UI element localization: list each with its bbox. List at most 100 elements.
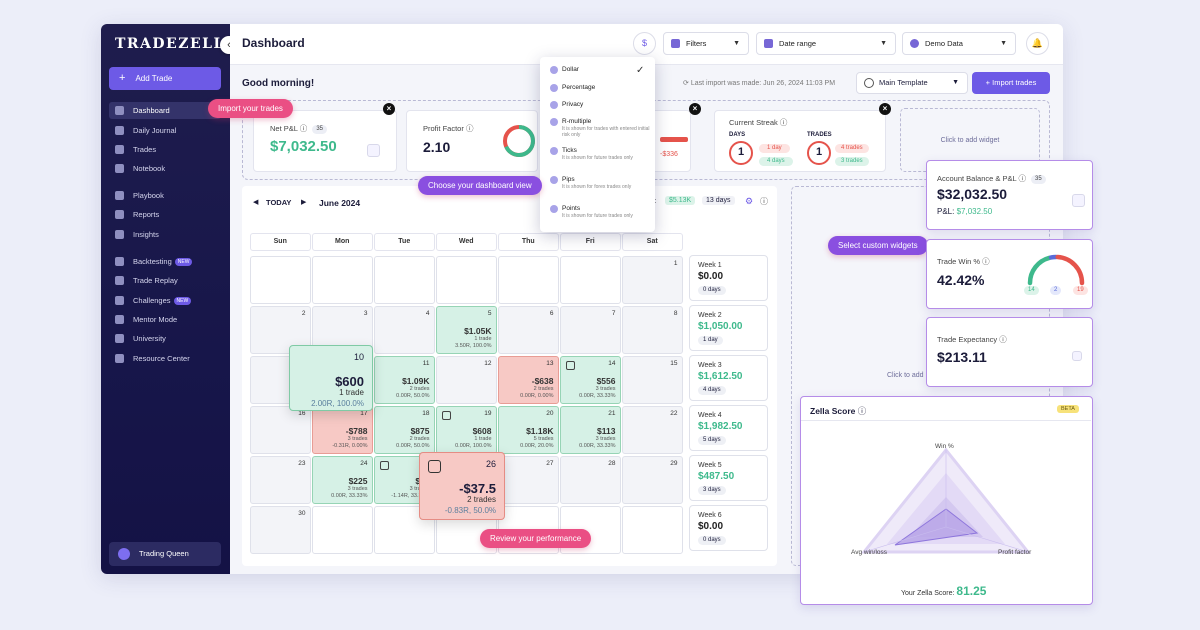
- day-number: 24: [360, 460, 368, 467]
- profit-factor-widget[interactable]: Profit Factor ⓘ 2.10: [406, 110, 538, 172]
- calendar-day[interactable]: 29: [622, 456, 683, 504]
- dropdown-option-pips[interactable]: Pips It is shown for forex trades only: [550, 176, 631, 190]
- calendar-day[interactable]: 5 $1.05K 1 trade 3.50R, 100.0%: [436, 306, 497, 354]
- dropdown-option-r-multiple[interactable]: R-multiple It is shown for trades with en…: [550, 118, 655, 138]
- filters-dropdown[interactable]: Filters ▼: [663, 32, 749, 55]
- calendar-day[interactable]: 11 $1.09K 2 trades 0.00R, 50.0%: [374, 356, 435, 404]
- dropdown-option-privacy[interactable]: Privacy: [550, 101, 583, 109]
- day-ratio: -0.31R, 0.00%: [332, 443, 368, 449]
- calendar-day[interactable]: 21 $113 3 trades 0.00R, 33.33%: [560, 406, 621, 454]
- calendar-day[interactable]: 18 $875 2 trades 0.00R, 50.0%: [374, 406, 435, 454]
- current-streak-widget[interactable]: Current Streak ⓘ DAYS 1 1 day 4 days TRA…: [714, 110, 886, 172]
- week-summary-card[interactable]: Week 3 $1,612.50 4 days: [689, 355, 768, 401]
- option-description: It is shown for future trades only: [562, 213, 633, 219]
- close-icon[interactable]: ×: [879, 103, 891, 115]
- close-icon[interactable]: ×: [383, 103, 395, 115]
- dropdown-option-dollar[interactable]: Dollar: [550, 66, 579, 74]
- calendar-day[interactable]: 23: [250, 456, 311, 504]
- dropdown-option-percentage[interactable]: Percentage: [550, 84, 595, 92]
- account-balance-widget[interactable]: Account Balance & P&L ⓘ 35 $32,032.50 P&…: [926, 160, 1093, 230]
- widget-settings-icon[interactable]: [1072, 351, 1082, 361]
- sidebar-item-challenges[interactable]: Challenges NEW: [109, 292, 221, 309]
- next-month-icon[interactable]: ▶: [301, 199, 307, 206]
- avatar: [118, 548, 130, 560]
- calendar-day[interactable]: 20 $1.18K 5 trades 0.00R, 20.0%: [498, 406, 559, 454]
- gear-icon[interactable]: ⚙: [745, 196, 754, 206]
- new-badge: NEW: [174, 258, 193, 267]
- chevron-down-icon: ▼: [1000, 40, 1007, 47]
- calendar-day[interactable]: 7: [560, 306, 621, 354]
- widget-settings-icon[interactable]: [1072, 194, 1085, 207]
- calendar-day[interactable]: 1: [622, 256, 683, 304]
- week-summary-card[interactable]: Week 4 $1,982.50 5 days: [689, 405, 768, 451]
- trade-win-widget[interactable]: Trade Win % ⓘ 42.42% 14 2 19: [926, 239, 1093, 309]
- sidebar-item-resource-center[interactable]: Resource Center: [109, 350, 221, 367]
- reports-icon: [115, 210, 124, 219]
- week-label: Week 6: [698, 512, 722, 519]
- day-ratio: 3.50R, 100.0%: [455, 343, 492, 349]
- dropdown-option-points[interactable]: Points It is shown for future trades only: [550, 205, 633, 219]
- sidebar-item-playbook[interactable]: Playbook: [109, 187, 221, 204]
- dropdown-option-ticks[interactable]: Ticks It is shown for future trades only: [550, 147, 633, 161]
- week-summary-card[interactable]: Week 1 $0.00 0 days: [689, 255, 768, 301]
- import-trades-button[interactable]: + Import trades: [972, 72, 1050, 94]
- template-dropdown[interactable]: Main Template ▼: [856, 72, 968, 94]
- net-pnl-widget[interactable]: Net P&L ⓘ 35 $7,032.50: [253, 110, 397, 172]
- info-icon: ⓘ: [999, 335, 1007, 344]
- trade-win-label: Trade Win %: [937, 257, 981, 266]
- week-summary-card[interactable]: Week 6 $0.00 0 days: [689, 505, 768, 551]
- zella-score-widget[interactable]: Zella Score ⓘ BETA Win % Avg win/loss Pr…: [800, 396, 1093, 605]
- calendar-day[interactable]: 4: [374, 306, 435, 354]
- calendar-day[interactable]: 17 -$788 3 trades -0.31R, 0.00%: [312, 406, 373, 454]
- click-to-add-text[interactable]: Click to add: [887, 372, 924, 379]
- add-trade-button[interactable]: + Add Trade: [109, 67, 221, 90]
- calendar-day[interactable]: 30: [250, 506, 311, 554]
- account-dropdown[interactable]: Demo Data ▼: [902, 32, 1016, 55]
- profit-factor-value: 2.10: [423, 139, 451, 155]
- prev-month-icon[interactable]: ◀: [253, 199, 259, 206]
- sidebar-item-trade-replay[interactable]: Trade Replay: [109, 272, 221, 289]
- info-icon[interactable]: ⓘ: [760, 197, 768, 206]
- calendar-day[interactable]: 8: [622, 306, 683, 354]
- day-number: 27: [546, 460, 554, 467]
- day-pnl: -$788: [345, 426, 368, 436]
- notifications-bell-icon[interactable]: 🔔: [1026, 32, 1049, 55]
- day-26-popup[interactable]: 26 -$37.5 2 trades -0.83R, 50.0%: [419, 452, 505, 520]
- user-profile[interactable]: Trading Queen: [109, 542, 221, 566]
- sidebar-item-backtesting[interactable]: Backtesting NEW: [109, 253, 221, 270]
- date-range-dropdown[interactable]: Date range ▼: [756, 32, 896, 55]
- day-10-popup[interactable]: 10 $600 1 trade 2.00R, 100.0%: [289, 345, 373, 411]
- calendar-day[interactable]: 24 $225 3 trades 0.00R, 33.33%: [312, 456, 373, 504]
- sidebar-item-reports[interactable]: Reports: [109, 206, 221, 223]
- sidebar-item-mentor-mode[interactable]: Mentor Mode: [109, 311, 221, 328]
- week-summary-card[interactable]: Week 2 $1,050.00 1 day: [689, 305, 768, 351]
- week-summary-card[interactable]: Week 5 $487.50 3 days: [689, 455, 768, 501]
- calendar-day[interactable]: 6: [498, 306, 559, 354]
- calendar-day[interactable]: 19 $608 1 trade 0.00R, 100.0%: [436, 406, 497, 454]
- sidebar-item-dashboard[interactable]: Dashboard: [109, 102, 221, 119]
- sidebar-item-insights[interactable]: Insights: [109, 226, 221, 243]
- calendar-day[interactable]: 28: [560, 456, 621, 504]
- calendar-day[interactable]: 16: [250, 406, 311, 454]
- calendar-day[interactable]: 12: [436, 356, 497, 404]
- dollar-icon: $: [641, 38, 647, 48]
- sidebar-item-university[interactable]: University: [109, 330, 221, 347]
- currency-button[interactable]: $: [633, 32, 656, 55]
- day-trades: 3 trades: [595, 436, 616, 442]
- close-icon[interactable]: ×: [689, 103, 701, 115]
- sidebar-item-daily-journal[interactable]: Daily Journal: [109, 122, 221, 139]
- today-button[interactable]: TODAY: [266, 198, 292, 207]
- calendar-day[interactable]: 13 -$638 2 trades 0.00R, 0.00%: [498, 356, 559, 404]
- day-ratio: 0.00R, 100.0%: [455, 443, 492, 449]
- week-days: 1 day: [698, 336, 723, 345]
- calendar-day[interactable]: 22: [622, 406, 683, 454]
- sidebar-item-label: Playbook: [133, 191, 164, 200]
- calendar-day[interactable]: 14 $556 3 trades 0.00R, 33.33%: [560, 356, 621, 404]
- widget-settings-icon[interactable]: [367, 144, 380, 157]
- calendar-day[interactable]: 27: [498, 456, 559, 504]
- sidebar-item-notebook[interactable]: Notebook: [109, 160, 221, 177]
- sidebar-item-trades[interactable]: Trades: [109, 141, 221, 158]
- day-number: 12: [484, 360, 492, 367]
- trade-expectancy-widget[interactable]: Trade Expectancy ⓘ $213.11: [926, 317, 1093, 387]
- calendar-day[interactable]: 15: [622, 356, 683, 404]
